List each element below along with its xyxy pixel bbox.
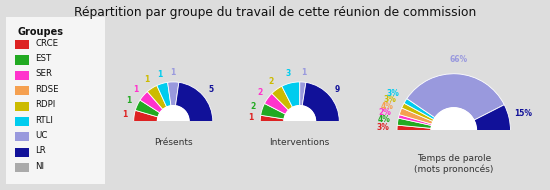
Text: 3%: 3%	[384, 95, 397, 104]
Text: Groupes: Groupes	[18, 27, 63, 37]
Text: 2: 2	[257, 88, 262, 97]
Text: SER: SER	[35, 70, 52, 78]
Text: 2%: 2%	[378, 108, 392, 117]
Text: 1: 1	[157, 70, 162, 78]
Text: 3%: 3%	[377, 123, 389, 132]
Wedge shape	[175, 82, 213, 121]
Wedge shape	[402, 103, 434, 121]
FancyBboxPatch shape	[15, 71, 29, 80]
Text: RTLI: RTLI	[35, 116, 53, 125]
Wedge shape	[407, 74, 504, 120]
Circle shape	[431, 108, 476, 153]
FancyBboxPatch shape	[15, 55, 29, 65]
Text: 1: 1	[301, 68, 306, 77]
Bar	[110, 121, 236, 185]
Wedge shape	[397, 118, 432, 128]
Text: 1: 1	[126, 97, 131, 105]
Wedge shape	[157, 82, 171, 107]
Wedge shape	[397, 125, 431, 131]
Wedge shape	[474, 105, 510, 131]
Text: EST: EST	[35, 54, 52, 63]
Circle shape	[157, 106, 189, 137]
Wedge shape	[300, 82, 306, 106]
Text: 3: 3	[285, 69, 291, 78]
Bar	[236, 121, 363, 185]
Circle shape	[284, 106, 316, 137]
Text: Interventions: Interventions	[270, 138, 330, 147]
Text: CRCE: CRCE	[35, 39, 58, 48]
Wedge shape	[140, 92, 163, 113]
Wedge shape	[272, 86, 293, 110]
Wedge shape	[168, 82, 179, 106]
Text: Temps de parole
(mots prononcés): Temps de parole (mots prononcés)	[414, 154, 493, 174]
Wedge shape	[134, 110, 158, 121]
Text: 2: 2	[250, 102, 255, 111]
FancyBboxPatch shape	[15, 132, 29, 142]
Text: Présents: Présents	[154, 138, 192, 147]
Text: 66%: 66%	[449, 55, 468, 64]
Text: 1: 1	[133, 85, 139, 94]
FancyBboxPatch shape	[15, 101, 29, 111]
Wedge shape	[398, 115, 432, 126]
Wedge shape	[260, 115, 284, 121]
FancyBboxPatch shape	[3, 14, 107, 188]
Text: 4%: 4%	[381, 102, 393, 111]
Wedge shape	[404, 99, 435, 120]
Text: 9: 9	[335, 85, 340, 94]
Wedge shape	[302, 82, 339, 121]
Wedge shape	[399, 108, 433, 124]
FancyBboxPatch shape	[15, 40, 29, 49]
Text: 3%: 3%	[387, 89, 400, 98]
Text: 15%: 15%	[514, 109, 532, 118]
Bar	[363, 131, 544, 190]
Text: 1: 1	[170, 67, 176, 77]
Wedge shape	[282, 82, 300, 107]
Text: 2: 2	[268, 77, 273, 86]
FancyBboxPatch shape	[15, 117, 29, 126]
Wedge shape	[135, 100, 160, 117]
Text: 1: 1	[144, 75, 149, 84]
Text: 5: 5	[208, 85, 213, 94]
Text: LR: LR	[35, 146, 46, 155]
FancyBboxPatch shape	[15, 148, 29, 157]
FancyBboxPatch shape	[15, 163, 29, 172]
Text: NI: NI	[35, 162, 44, 171]
Wedge shape	[261, 104, 285, 119]
Text: RDSE: RDSE	[35, 85, 59, 94]
Text: 4%: 4%	[377, 115, 390, 124]
Text: RDPI: RDPI	[35, 100, 56, 109]
FancyBboxPatch shape	[15, 86, 29, 95]
Text: UC: UC	[35, 131, 48, 140]
Text: Répartition par groupe du travail de cette réunion de commission: Répartition par groupe du travail de cet…	[74, 6, 476, 19]
Wedge shape	[265, 93, 289, 114]
Text: 1: 1	[248, 113, 253, 122]
Wedge shape	[147, 86, 167, 109]
Text: 1: 1	[122, 110, 127, 119]
